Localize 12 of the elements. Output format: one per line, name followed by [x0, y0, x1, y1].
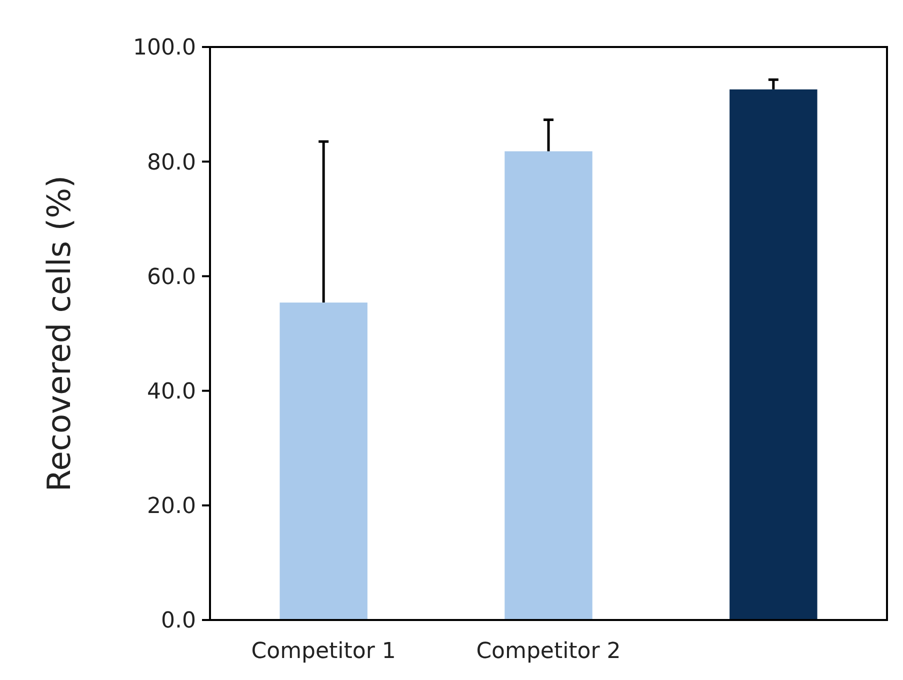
bar [504, 151, 592, 620]
y-tick-label: 100.0 [133, 36, 196, 61]
y-axis-title: Recovered cells (%) [40, 175, 78, 492]
bar [730, 89, 818, 620]
y-tick-label: 20.0 [147, 494, 196, 520]
y-tick-label: 40.0 [147, 380, 196, 404]
y-tick-label: 0.0 [161, 608, 196, 634]
y-tick-label: 80.0 [147, 150, 196, 176]
x-tick-label: Competitor 2 [476, 639, 621, 664]
bar [280, 302, 368, 620]
x-tick-label: Competitor 1 [251, 639, 396, 664]
y-tick-label: 60.0 [147, 264, 196, 290]
